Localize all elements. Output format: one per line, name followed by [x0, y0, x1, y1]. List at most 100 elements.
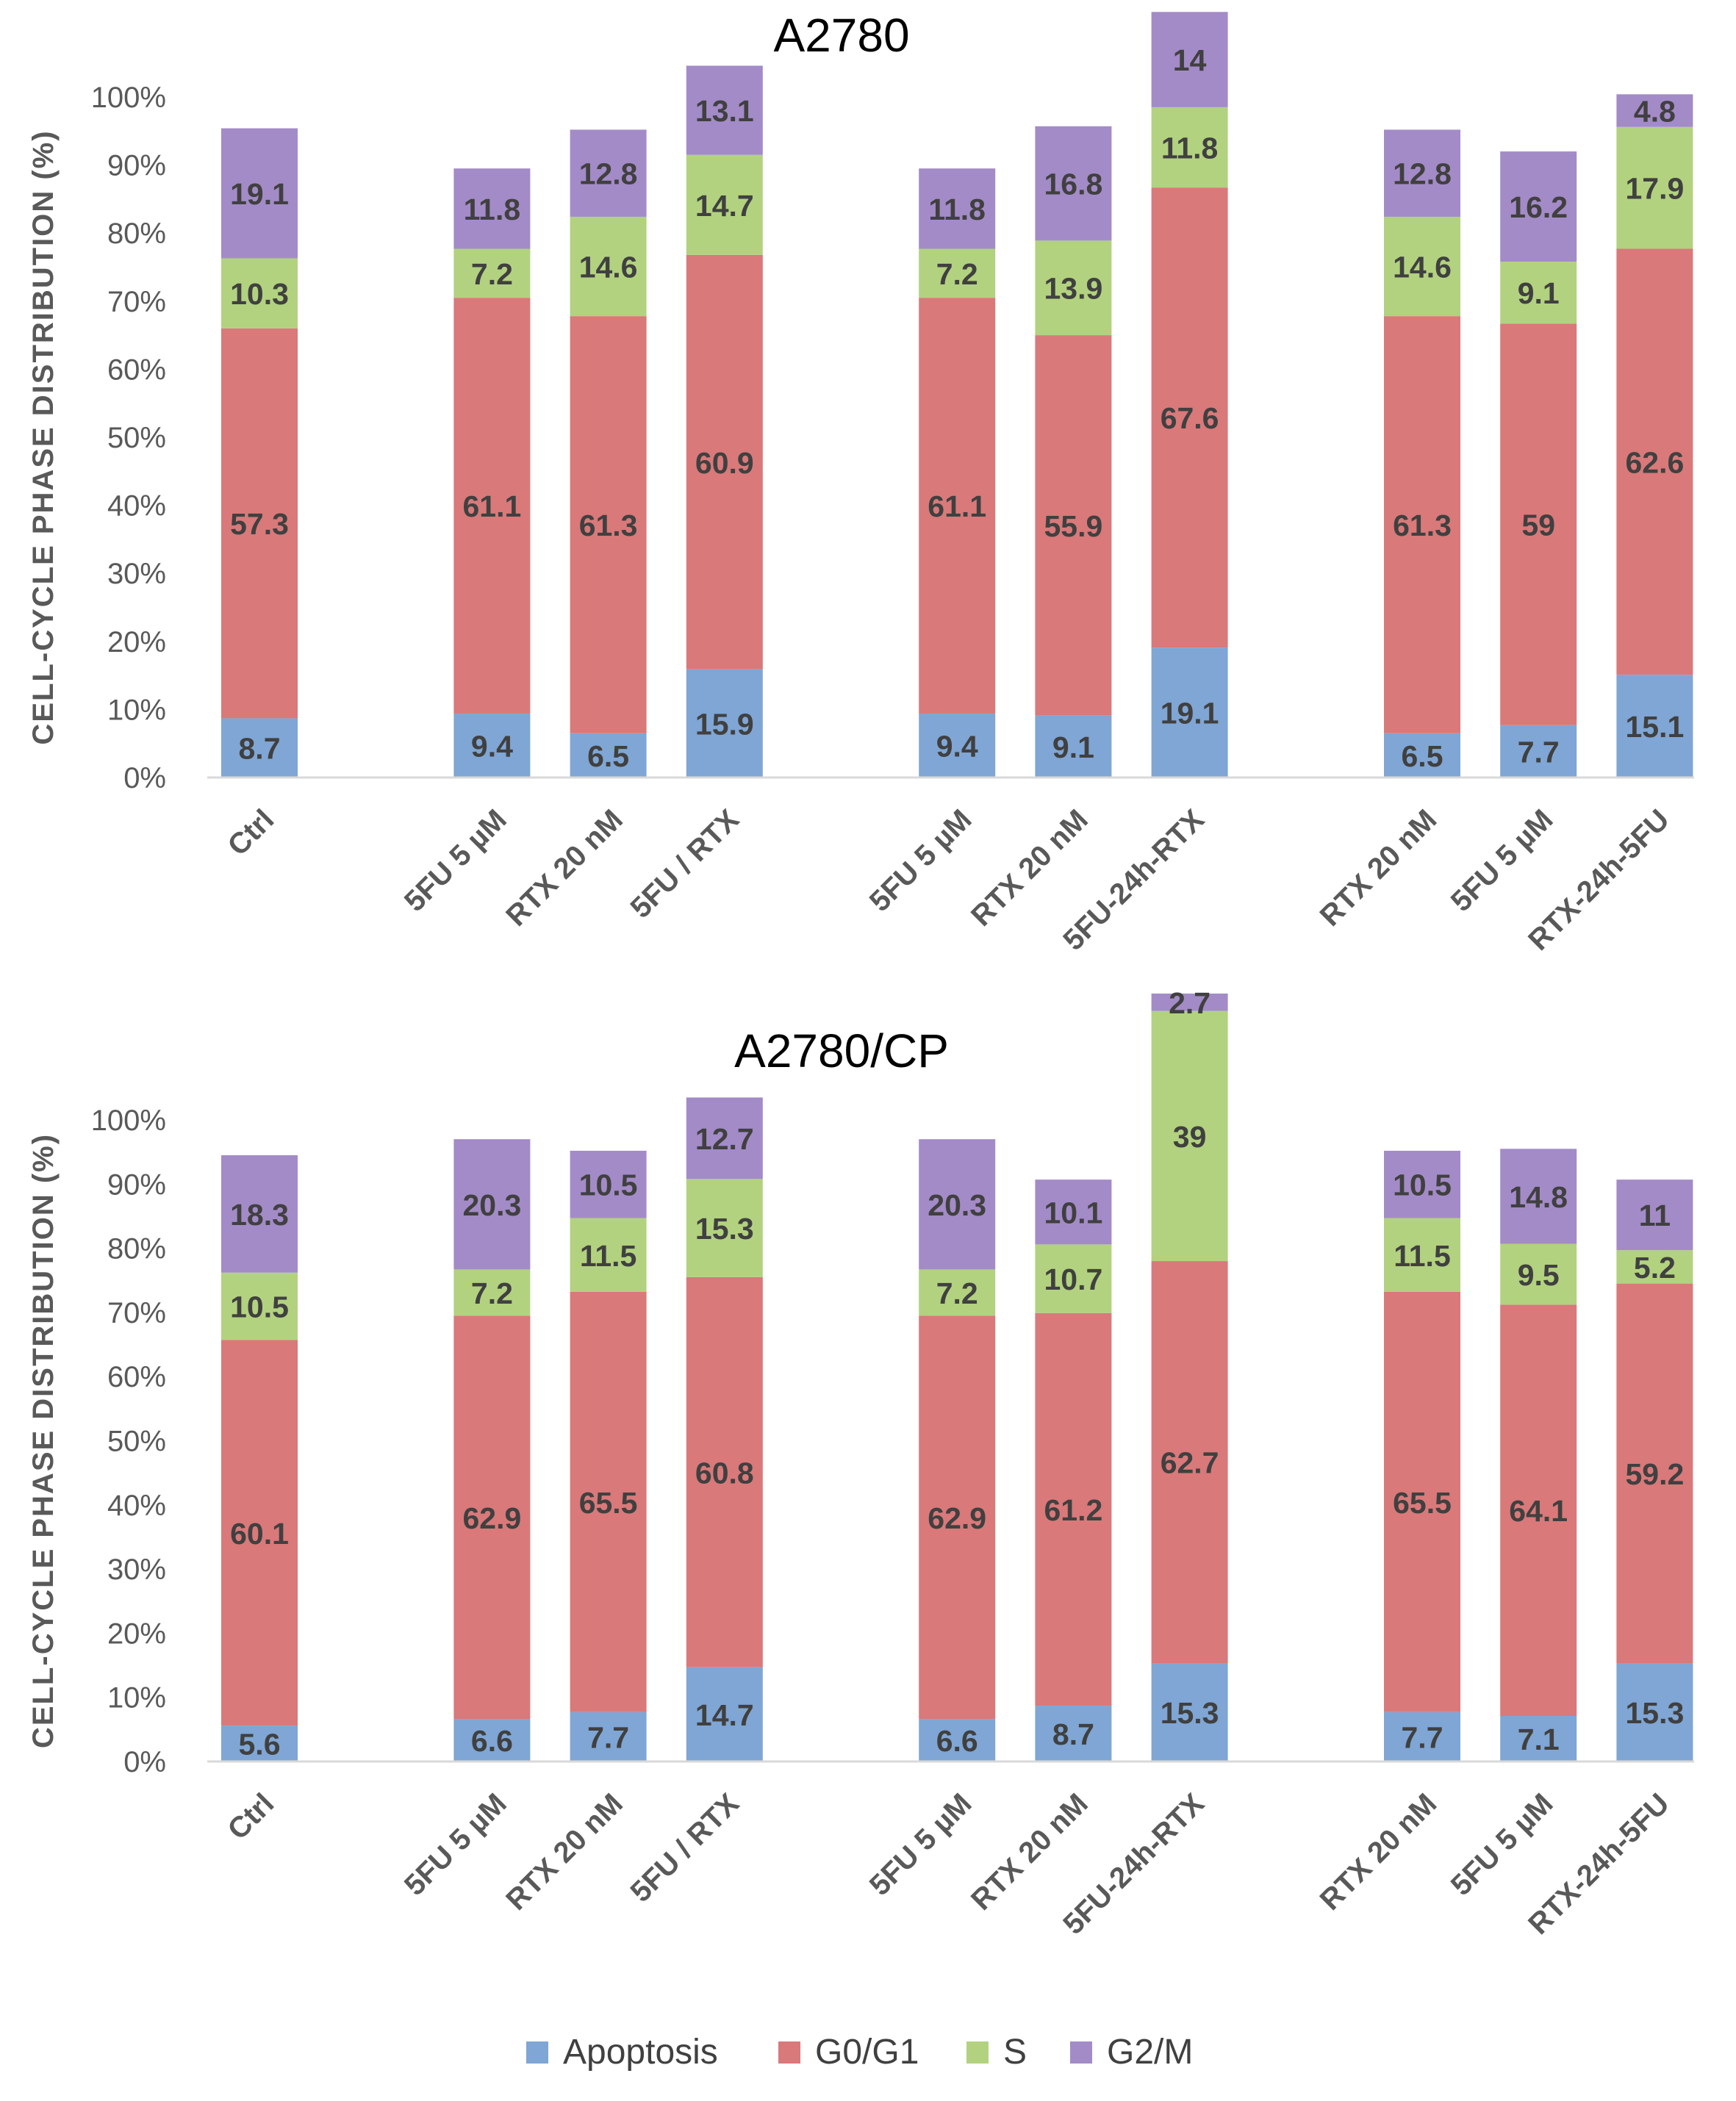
bar-segment-g0-g1	[686, 254, 763, 669]
data-label: 7.2	[936, 257, 978, 291]
data-label: 20.3	[462, 1188, 521, 1222]
data-label: 10.3	[230, 277, 289, 311]
bar-segment-apoptosis	[453, 1719, 531, 1761]
bar-segment-g2-m	[686, 65, 763, 155]
data-label: 12.8	[1393, 157, 1452, 191]
data-label: 64.1	[1509, 1494, 1568, 1528]
data-label: 14.6	[579, 251, 638, 284]
bar-segment-apoptosis	[1384, 733, 1460, 777]
x-tick-label: 5FU 5 µM	[1445, 1787, 1560, 1902]
bar-segment-s	[1151, 1010, 1228, 1262]
bar-segment-g0-g1	[1384, 316, 1460, 733]
data-label: 7.7	[587, 1720, 629, 1754]
y-tick-label: 80%	[107, 218, 166, 250]
y-tick-label: 80%	[107, 1233, 166, 1265]
bar-segment-g0-g1	[1616, 248, 1693, 675]
legend-label-g0-g1: G0/G1	[815, 2033, 919, 2072]
y-tick-label: 70%	[107, 286, 166, 318]
data-label: 61.3	[1393, 509, 1452, 542]
data-label: 4.8	[1634, 95, 1676, 129]
legend-label-g2-m: G2/M	[1107, 2033, 1193, 2072]
bar-segment-s	[1035, 240, 1112, 336]
x-tick-label: 5FU 5 µM	[864, 803, 978, 918]
bar-segment-apoptosis	[919, 713, 996, 777]
data-label: 9.1	[1052, 730, 1094, 764]
bar-segment-g2-m	[1035, 126, 1112, 241]
data-label: 14	[1173, 43, 1207, 77]
bar-segment-s	[919, 1269, 996, 1316]
data-label: 60.8	[695, 1456, 754, 1490]
data-label: 10.5	[230, 1290, 289, 1324]
data-label: 6.5	[1402, 739, 1443, 773]
data-label: 11.5	[580, 1239, 637, 1273]
x-tick-label: RTX 20 nM	[500, 1787, 629, 1917]
bar-segment-s	[1035, 1244, 1112, 1313]
data-label: 62.7	[1161, 1446, 1219, 1480]
x-tick-label: 5FU 5 µM	[864, 1787, 978, 1902]
bar-segment-s	[1500, 1243, 1577, 1305]
y-tick-label: 70%	[107, 1297, 166, 1329]
bar-segment-g2-m	[1151, 12, 1228, 107]
data-label: 12.7	[695, 1122, 754, 1156]
data-label: 11.8	[464, 193, 521, 226]
bar-segment-apoptosis	[1616, 1663, 1693, 1761]
data-label: 5.6	[239, 1728, 281, 1761]
bar-segment-g2-m	[919, 1139, 996, 1270]
bar-segment-g2-m	[1384, 129, 1460, 217]
bar-segment-g0-g1	[570, 316, 647, 733]
bar-segment-s	[1616, 1250, 1693, 1284]
data-label: 11.8	[1161, 132, 1219, 165]
data-label: 11.8	[928, 193, 986, 226]
bar-segment-apoptosis	[453, 713, 531, 777]
data-label: 7.2	[471, 257, 513, 291]
data-label: 18.3	[230, 1198, 289, 1232]
y-tick-label: 10%	[107, 694, 166, 726]
bar-segment-s	[1384, 1218, 1460, 1292]
x-tick-label: RTX 20 nM	[1314, 803, 1443, 933]
data-label: 14.7	[695, 189, 754, 223]
y-tick-label: 60%	[107, 1361, 166, 1393]
bar-segment-g2-m	[1500, 151, 1577, 262]
data-label: 61.3	[579, 509, 638, 542]
bar-segment-g2-m	[1500, 1149, 1577, 1244]
bar-segment-s	[1616, 126, 1693, 249]
bar-segment-g2-m	[1384, 1150, 1460, 1218]
bar-segment-s	[221, 258, 298, 328]
legend-label-s: S	[1003, 2033, 1027, 2072]
y-tick-label: 40%	[107, 490, 166, 522]
bar-segment-g2-m	[686, 1097, 763, 1179]
y-tick-label: 60%	[107, 353, 166, 386]
bar-segment-s	[570, 216, 647, 317]
bar-segment-g0-g1	[1151, 187, 1228, 648]
bar-segment-apoptosis	[686, 669, 763, 777]
bar-segment-g0-g1	[453, 1315, 531, 1720]
data-label: 9.5	[1518, 1258, 1560, 1292]
bar-segment-apoptosis	[686, 1667, 763, 1761]
data-label: 55.9	[1044, 509, 1102, 543]
data-label: 14.7	[695, 1698, 754, 1732]
data-label: 61.1	[928, 489, 986, 523]
bar-segment-s	[1384, 216, 1460, 317]
x-tick-label: Ctrl	[222, 803, 281, 862]
bar-segment-g0-g1	[1035, 335, 1112, 716]
chart-title: A2780/CP	[734, 1024, 949, 1077]
data-label: 7.7	[1402, 1720, 1443, 1754]
bar-segment-g2-m	[570, 129, 647, 217]
bar-segment-apoptosis	[1151, 647, 1228, 777]
bar-segment-apoptosis	[1035, 1706, 1112, 1761]
legend-swatch-s	[966, 2041, 989, 2064]
data-label: 15.1	[1625, 710, 1684, 744]
data-label: 20.3	[928, 1188, 986, 1222]
data-label: 10.5	[579, 1168, 638, 1202]
bar-segment-g2-m	[1616, 1179, 1693, 1251]
data-label: 59	[1521, 509, 1555, 542]
data-label: 11	[1639, 1199, 1671, 1232]
bar-segment-apoptosis	[1035, 715, 1112, 777]
data-label: 10.7	[1044, 1263, 1102, 1296]
chart-title: A2780	[773, 9, 909, 62]
y-tick-label: 90%	[107, 1168, 166, 1201]
data-label: 12.8	[579, 157, 638, 191]
data-label: 2.7	[1169, 986, 1210, 1020]
data-label: 7.1	[1518, 1723, 1560, 1756]
data-label: 11.5	[1394, 1239, 1451, 1273]
